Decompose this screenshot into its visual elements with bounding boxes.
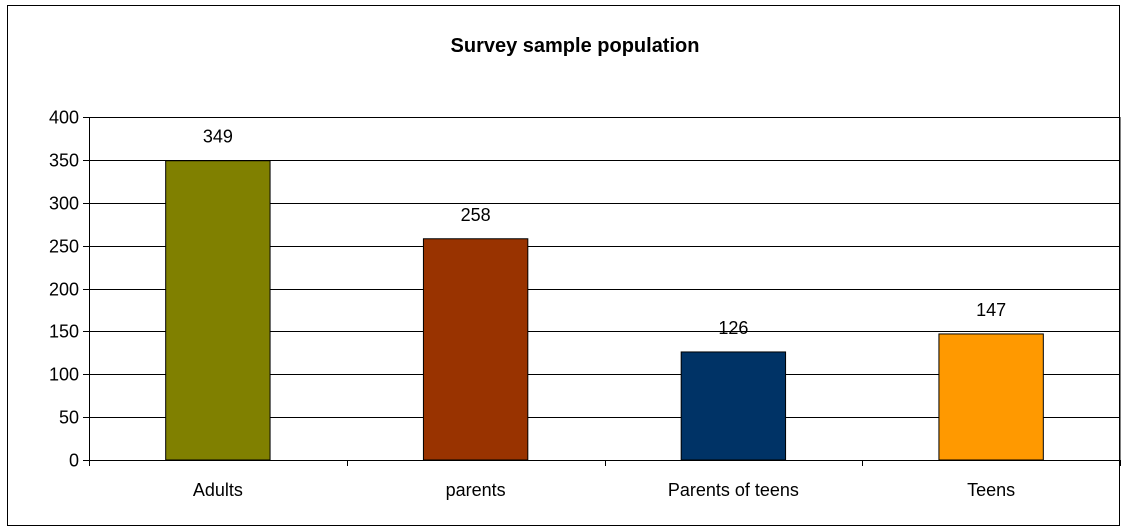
data-label: 147 <box>976 300 1006 320</box>
y-tick-label: 350 <box>49 151 79 171</box>
x-category-label: parents <box>446 480 506 500</box>
x-category-label: Teens <box>967 480 1015 500</box>
bars <box>165 160 1044 461</box>
data-label: 349 <box>203 127 233 147</box>
x-category-label: Parents of teens <box>668 480 799 500</box>
bar-teens <box>938 333 1044 461</box>
y-tick-label: 200 <box>49 280 79 300</box>
data-label: 126 <box>718 318 748 338</box>
y-tick-label: 150 <box>49 322 79 342</box>
chart-title: Survey sample population <box>451 35 700 57</box>
y-tick-label: 300 <box>49 194 79 214</box>
bar-parents <box>422 238 529 461</box>
x-category-labels: Adults parents Parents of teens Teens <box>193 480 1015 500</box>
y-tick-label: 50 <box>59 408 79 428</box>
data-labels: 349 258 126 147 <box>203 127 1006 338</box>
x-category-label: Adults <box>193 480 243 500</box>
data-label: 258 <box>461 205 491 225</box>
y-tick-label: 0 <box>69 451 79 471</box>
axes <box>83 117 1121 466</box>
y-tick-label: 400 <box>49 108 79 128</box>
bar-parents-of-teens <box>680 351 787 461</box>
y-tick-labels: 0 50 100 150 200 250 300 350 400 <box>49 108 79 471</box>
y-tick-label: 100 <box>49 365 79 385</box>
bar-adults <box>165 160 271 461</box>
y-tick-label: 250 <box>49 237 79 257</box>
